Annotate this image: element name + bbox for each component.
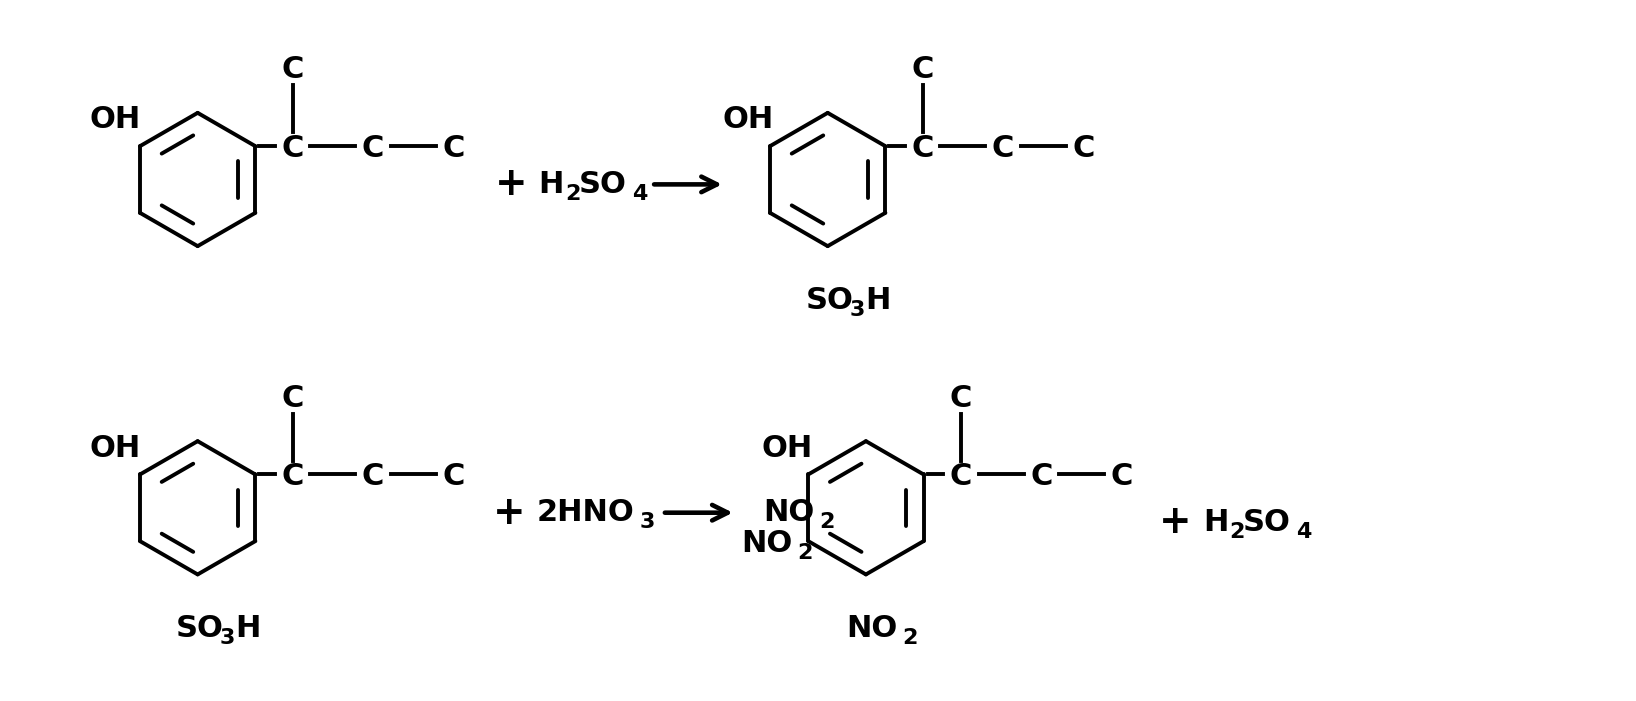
Text: C: C bbox=[281, 55, 304, 84]
Text: H: H bbox=[538, 170, 564, 199]
Text: NO: NO bbox=[846, 614, 898, 643]
Text: +: + bbox=[492, 494, 525, 531]
Text: C: C bbox=[281, 383, 304, 412]
Text: 4: 4 bbox=[1296, 522, 1312, 543]
Text: SO: SO bbox=[177, 614, 224, 643]
Text: 2: 2 bbox=[901, 628, 918, 648]
Text: 4: 4 bbox=[631, 184, 648, 204]
Text: OH: OH bbox=[90, 105, 141, 135]
Text: C: C bbox=[281, 462, 304, 491]
Text: C: C bbox=[991, 134, 1014, 163]
Text: H: H bbox=[865, 285, 890, 315]
Text: 2: 2 bbox=[797, 543, 813, 563]
Text: SO: SO bbox=[807, 285, 854, 315]
Text: 2HNO: 2HNO bbox=[537, 498, 635, 527]
Text: C: C bbox=[911, 55, 934, 84]
Text: NO: NO bbox=[741, 529, 793, 557]
Text: 3: 3 bbox=[640, 512, 654, 533]
Text: OH: OH bbox=[90, 434, 141, 463]
Text: H: H bbox=[1202, 508, 1229, 537]
Text: 2: 2 bbox=[564, 184, 581, 204]
Text: C: C bbox=[1031, 462, 1052, 491]
Text: NO: NO bbox=[762, 498, 815, 527]
Text: 3: 3 bbox=[849, 300, 865, 320]
Text: SO: SO bbox=[1243, 508, 1291, 537]
Text: SO: SO bbox=[579, 170, 627, 199]
Text: +: + bbox=[494, 165, 527, 203]
Text: C: C bbox=[362, 134, 384, 163]
Text: C: C bbox=[911, 134, 934, 163]
Text: C: C bbox=[442, 462, 465, 491]
Text: OH: OH bbox=[723, 105, 774, 135]
Text: +: + bbox=[1158, 503, 1191, 541]
Text: C: C bbox=[949, 462, 972, 491]
Text: 2: 2 bbox=[820, 512, 834, 533]
Text: OH: OH bbox=[761, 434, 811, 463]
Text: C: C bbox=[949, 383, 972, 412]
Text: C: C bbox=[442, 134, 465, 163]
Text: 2: 2 bbox=[1229, 522, 1245, 543]
Text: C: C bbox=[281, 134, 304, 163]
Text: C: C bbox=[362, 462, 384, 491]
Text: C: C bbox=[1111, 462, 1132, 491]
Text: H: H bbox=[236, 614, 260, 643]
Text: 3: 3 bbox=[219, 628, 234, 648]
Text: C: C bbox=[1072, 134, 1094, 163]
